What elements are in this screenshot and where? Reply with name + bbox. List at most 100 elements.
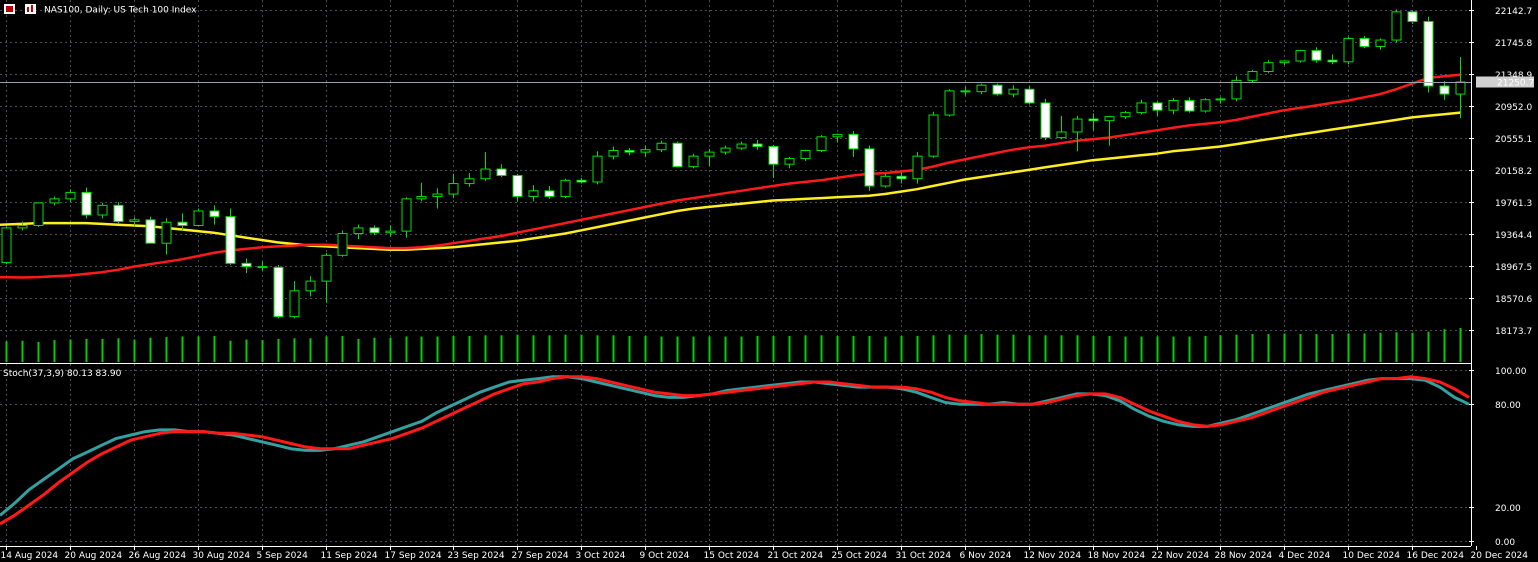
candle-body xyxy=(1391,11,1402,41)
candle-body xyxy=(49,198,60,204)
price-tick-label: 20555.1 xyxy=(1495,135,1532,145)
candle-body xyxy=(1024,88,1035,104)
candle-body xyxy=(1455,81,1466,95)
date-tick-label: 9 Oct 2024 xyxy=(640,551,690,561)
price-tick-label: 18967.5 xyxy=(1495,263,1532,273)
candle-body xyxy=(1295,50,1306,62)
candle-body xyxy=(1184,100,1195,112)
chart-title: NAS100, Daily: US Tech 100 Index xyxy=(44,6,197,16)
candle-body xyxy=(432,193,443,197)
candle-body xyxy=(896,175,907,180)
price-tick-label: 19364.4 xyxy=(1495,231,1532,241)
candle-body xyxy=(480,168,491,180)
candle-body xyxy=(928,114,939,157)
candle-body xyxy=(496,168,507,176)
candle-body xyxy=(193,210,204,226)
candle-body xyxy=(1231,79,1242,100)
candle-body xyxy=(145,219,156,244)
candle-body xyxy=(640,149,651,153)
candle-body xyxy=(784,158,795,165)
date-tick-label: 10 Dec 2024 xyxy=(1343,551,1401,561)
stoch-signal-line xyxy=(0,375,1470,526)
candle-body xyxy=(656,142,667,151)
candle-body xyxy=(177,221,188,226)
candle-body xyxy=(1,227,12,264)
candle-body xyxy=(1279,60,1290,64)
title-group: NAS100, Daily: US Tech 100 Index xyxy=(4,4,197,16)
date-tick-label: 4 Dec 2024 xyxy=(1279,551,1331,561)
date-tick-label: 17 Sep 2024 xyxy=(385,551,442,561)
date-tick-label: 11 Sep 2024 xyxy=(321,551,378,561)
volume-bars xyxy=(5,328,1462,362)
date-tick-label: 3 Oct 2024 xyxy=(576,551,626,561)
candle-body xyxy=(832,133,843,138)
date-tick-label: 27 Sep 2024 xyxy=(512,551,569,561)
candle-body xyxy=(273,266,284,318)
candle-body xyxy=(816,136,827,152)
stoch-tick-label: 100.00 xyxy=(1495,367,1527,377)
candle-body xyxy=(1040,102,1051,139)
symbol-icon-bar-2 xyxy=(31,5,33,12)
price-tick-label: 20158.2 xyxy=(1495,167,1532,177)
date-tick-label: 21 Oct 2024 xyxy=(768,551,824,561)
candle-body xyxy=(1375,39,1386,47)
candle-body xyxy=(768,145,779,165)
candle-body xyxy=(1439,85,1450,95)
candle-body xyxy=(1104,116,1115,122)
stoch-tick-label: 0.00 xyxy=(1495,538,1515,548)
date-tick-label: 16 Dec 2024 xyxy=(1407,551,1465,561)
date-tick-label: 20 Aug 2024 xyxy=(65,551,123,561)
candle-body xyxy=(161,221,172,244)
candle-body xyxy=(672,142,683,168)
candle-body xyxy=(880,175,891,187)
date-tick-label: 14 Aug 2024 xyxy=(1,551,59,561)
candle-body xyxy=(1120,112,1131,118)
ma-fast-line xyxy=(0,73,1461,279)
stoch-tick-label: 80.00 xyxy=(1495,401,1521,411)
candle-body xyxy=(321,254,332,282)
chart-type-icon-inner xyxy=(6,6,13,12)
candle-body xyxy=(97,204,108,216)
candle-body xyxy=(608,150,619,157)
candle-body xyxy=(544,190,555,197)
ma-slow-line xyxy=(0,111,1461,251)
candle-body xyxy=(592,155,603,183)
candle-body xyxy=(624,150,635,153)
current-price-tag: 21250.7 xyxy=(1476,76,1534,89)
candle-body xyxy=(1136,102,1147,114)
symbol-icon[interactable] xyxy=(25,4,36,14)
candle-body xyxy=(960,90,971,93)
candle-body xyxy=(1423,21,1434,87)
candle-body xyxy=(1343,37,1354,63)
candle-body xyxy=(1407,11,1418,23)
candle-body xyxy=(416,195,427,200)
candle-body xyxy=(129,219,140,222)
price-tick-label: 21745.8 xyxy=(1495,39,1532,49)
stochastic-lines xyxy=(0,375,1470,526)
candle-body xyxy=(944,90,955,116)
date-tick-label: 28 Nov 2024 xyxy=(1215,551,1273,561)
moving-averages xyxy=(0,73,1461,279)
candle-body xyxy=(337,233,348,256)
date-tick-label: 5 Sep 2024 xyxy=(257,551,309,561)
candle-body xyxy=(33,202,44,226)
candle-body xyxy=(736,143,747,149)
candle-body xyxy=(289,290,300,318)
candle-body xyxy=(65,191,76,200)
candle-body xyxy=(512,174,523,197)
symbol-icon-bar-1 xyxy=(27,7,29,12)
date-tick-label: 12 Nov 2024 xyxy=(1024,551,1082,561)
candle-body xyxy=(353,227,364,235)
stoch-tick-label: 20.00 xyxy=(1495,504,1521,514)
price-tick-label: 18173.7 xyxy=(1495,327,1532,337)
candle-body xyxy=(720,147,731,153)
candle-body xyxy=(369,227,380,234)
candle-body xyxy=(704,151,715,157)
candle-body xyxy=(1311,50,1322,61)
candle-body xyxy=(17,224,28,229)
date-tick-label: 15 Oct 2024 xyxy=(704,551,760,561)
axes: 22142.7 21745.8 21348.9 20952.0 20555.1 20158… xyxy=(1,7,1533,561)
